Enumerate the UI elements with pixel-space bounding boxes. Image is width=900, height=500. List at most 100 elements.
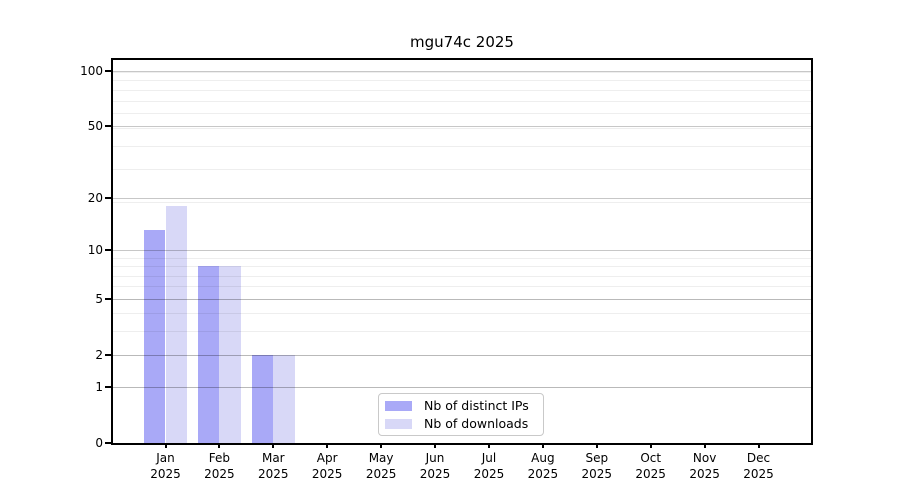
major-gridline (113, 387, 811, 389)
x-tick-month: Jan (156, 451, 175, 465)
x-axis-tick (488, 443, 490, 448)
x-tick-label: Mar 2025 (241, 450, 305, 482)
x-axis-tick (703, 443, 706, 448)
plot-area (111, 58, 813, 445)
x-axis-tick (326, 443, 329, 448)
minor-gridline (113, 89, 811, 91)
x-tick-label: Jun 2025 (403, 450, 467, 482)
y-axis-tick (105, 248, 111, 251)
legend-item-label: Nb of downloads (424, 415, 529, 431)
minor-gridline (113, 266, 811, 267)
x-tick-year: 2025 (419, 467, 451, 481)
bar-distinct-ips-jan (143, 230, 166, 443)
y-axis-tick (105, 125, 111, 128)
bar-downloads-jan (165, 205, 188, 443)
minor-gridline (113, 286, 811, 288)
y-axis-tick (105, 297, 111, 300)
x-tick-label: Oct 2025 (619, 450, 683, 482)
x-tick-year: 2025 (635, 467, 666, 481)
major-gridline (113, 126, 811, 128)
y-tick-label: 2 (95, 347, 103, 362)
major-gridline (113, 197, 811, 199)
y-tick-label: 100 (80, 64, 103, 79)
major-gridline (113, 71, 811, 73)
legend-swatch (385, 418, 412, 429)
x-tick-label: Dec 2025 (727, 450, 791, 482)
bar-downloads-mar (273, 354, 295, 443)
x-tick-month: Aug (531, 451, 555, 465)
x-tick-label: Aug 2025 (511, 450, 575, 482)
y-tick-label: 1 (95, 380, 103, 395)
y-axis-tick (105, 196, 111, 199)
y-tick-label: 10 (87, 242, 103, 257)
minor-gridline (113, 257, 811, 259)
x-axis-tick (541, 443, 544, 448)
x-axis-tick (595, 443, 598, 448)
x-tick-year: 2025 (204, 467, 235, 481)
y-tick-label: 50 (87, 119, 103, 134)
legend-item: Nb of distinct IPs (385, 397, 543, 413)
x-axis-tick (380, 443, 383, 448)
y-axis-tick (105, 442, 111, 444)
x-tick-year: 2025 (689, 467, 720, 481)
legend-item-label: Nb of distinct IPs (424, 397, 529, 413)
x-tick-month: Apr (316, 451, 338, 465)
minor-gridline (113, 145, 811, 147)
x-tick-year: 2025 (258, 467, 289, 481)
chart-title: mgu74c 2025 (410, 33, 514, 51)
y-axis-tick (105, 353, 111, 356)
major-gridline (113, 354, 811, 356)
y-axis-tick (105, 386, 111, 389)
y-tick-label: 5 (95, 291, 103, 306)
x-tick-month: Sep (585, 451, 609, 465)
legend-item: Nb of downloads (385, 415, 543, 431)
x-tick-month: Oct (640, 451, 662, 465)
legend: Nb of distinct IPs Nb of downloads (378, 393, 544, 436)
x-tick-year: 2025 (473, 467, 505, 481)
x-axis-tick (218, 443, 221, 448)
x-tick-year: 2025 (150, 467, 181, 481)
x-tick-label: Sep 2025 (565, 450, 629, 482)
minor-gridline (113, 100, 811, 102)
x-tick-label: Feb 2025 (187, 450, 251, 482)
x-axis-tick (272, 443, 275, 448)
x-tick-month: Jun (425, 451, 445, 465)
minor-gridline (113, 298, 811, 300)
major-gridline (113, 298, 811, 300)
x-tick-year: 2025 (743, 467, 774, 481)
minor-gridline (113, 80, 811, 82)
x-tick-label: Apr 2025 (295, 450, 359, 482)
x-tick-label: Jan 2025 (134, 450, 198, 482)
minor-gridline (113, 275, 811, 277)
x-tick-label: Jul 2025 (457, 450, 521, 482)
x-tick-month: Nov (692, 451, 717, 465)
minor-gridline (113, 201, 811, 203)
y-axis-tick (105, 70, 111, 73)
minor-gridline (113, 331, 811, 333)
minor-gridline (113, 72, 811, 73)
bar-distinct-ips-mar (251, 354, 274, 443)
x-tick-label: May 2025 (349, 450, 413, 482)
x-tick-month: Feb (208, 451, 231, 465)
minor-gridline (113, 313, 811, 315)
legend-swatch (385, 400, 412, 411)
bar-distinct-ips-feb (197, 266, 220, 443)
minor-gridline (113, 354, 811, 356)
x-tick-year: 2025 (581, 467, 613, 481)
major-gridline (113, 249, 811, 251)
x-tick-month: May (368, 451, 394, 465)
x-tick-year: 2025 (311, 467, 343, 481)
x-tick-year: 2025 (365, 467, 397, 481)
x-tick-label: Nov 2025 (673, 450, 737, 482)
x-axis-tick (164, 443, 167, 448)
y-tick-label: 0 (95, 436, 103, 450)
x-tick-year: 2025 (527, 467, 559, 481)
x-axis-tick (434, 443, 436, 448)
x-axis-tick (649, 443, 652, 448)
x-tick-month: Mar (261, 451, 285, 465)
minor-gridline (113, 127, 811, 129)
minor-gridline (113, 169, 811, 170)
x-axis-tick (757, 443, 760, 448)
x-tick-month: Dec (746, 451, 771, 465)
